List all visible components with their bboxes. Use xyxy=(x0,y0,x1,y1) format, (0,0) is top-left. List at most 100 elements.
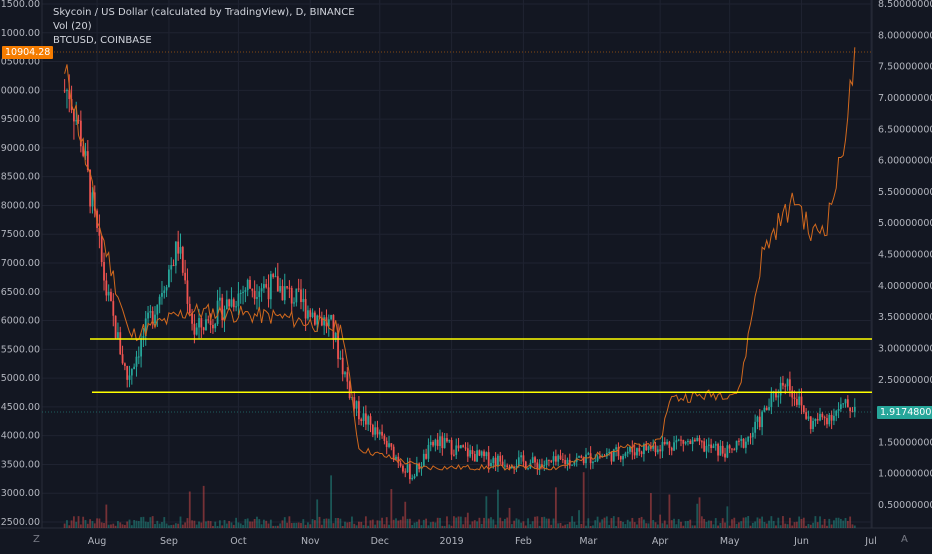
volume-bar xyxy=(110,524,112,528)
candle-body xyxy=(223,309,226,321)
candle-body xyxy=(404,471,407,473)
volume-bar xyxy=(93,523,96,528)
volume-bar xyxy=(503,518,506,528)
candle-body xyxy=(123,363,126,366)
candle-body xyxy=(756,416,759,422)
volume-bar xyxy=(174,523,177,528)
candle-body xyxy=(390,443,393,447)
volume-bar xyxy=(601,519,604,528)
volume-bar xyxy=(527,518,529,528)
volume-bar xyxy=(374,524,377,528)
candle-body xyxy=(383,435,386,441)
candle-body xyxy=(202,327,205,331)
volume-bar xyxy=(249,521,251,528)
volume-bar xyxy=(480,523,483,528)
volume-bar xyxy=(582,472,585,528)
candle-body xyxy=(346,372,349,382)
candle-body xyxy=(554,456,557,462)
candle-body xyxy=(714,444,717,446)
volume-bar xyxy=(654,522,657,528)
candle-body xyxy=(469,450,472,457)
candle-body xyxy=(353,397,356,409)
candle-body xyxy=(503,465,506,467)
volume-bar xyxy=(661,523,664,528)
candle-body xyxy=(320,317,323,326)
left-tick-label: 8500.00 xyxy=(1,172,40,183)
volume-bar xyxy=(795,521,798,528)
volume-bar xyxy=(719,522,722,528)
volume-bar xyxy=(677,519,680,528)
volume-bar xyxy=(844,517,847,528)
volume-bar xyxy=(337,517,339,528)
candle-body xyxy=(731,448,733,450)
volume-bar xyxy=(70,520,73,528)
volume-bar xyxy=(128,519,131,528)
right-tick-label: 2.50000000 xyxy=(878,375,932,386)
volume-bar xyxy=(656,524,659,528)
auto-scale-button[interactable]: A xyxy=(901,534,908,545)
candle-body xyxy=(344,372,346,375)
volume-bar xyxy=(228,521,231,528)
volume-bar xyxy=(323,518,326,528)
candle-body xyxy=(524,461,527,469)
volume-bar xyxy=(638,517,641,528)
volume-bar xyxy=(592,525,594,528)
candle-body xyxy=(837,409,840,411)
volume-bar xyxy=(103,523,105,528)
volume-bar xyxy=(457,516,460,528)
candle-body xyxy=(130,369,133,376)
volume-bar xyxy=(624,524,627,528)
candle-body xyxy=(256,297,258,299)
candle-body xyxy=(158,296,161,305)
candle-body xyxy=(367,416,370,425)
volume-bar xyxy=(429,522,432,528)
volume-bar xyxy=(283,517,286,528)
candle-body xyxy=(687,440,689,442)
candle-body xyxy=(179,247,182,254)
candle-body xyxy=(443,438,446,449)
volume-bar xyxy=(446,516,448,528)
left-tick-label: 4500.00 xyxy=(1,402,40,413)
candle-body xyxy=(79,120,82,147)
candle-body xyxy=(311,312,314,317)
volume-bar xyxy=(471,521,474,528)
volume-bar xyxy=(487,518,490,528)
candle-body xyxy=(561,459,564,461)
candle-body xyxy=(726,445,729,458)
candle-body xyxy=(758,416,761,428)
volume-bar xyxy=(84,519,87,528)
candle-body xyxy=(316,315,319,325)
volume-bar xyxy=(578,510,580,528)
candle-body xyxy=(738,440,740,442)
volume-bar xyxy=(117,521,119,528)
candle-body xyxy=(480,451,483,456)
left-tick-label: 11000.00 xyxy=(0,28,40,39)
zoom-corner-icon[interactable]: Z xyxy=(33,534,40,545)
candle-body xyxy=(163,290,166,294)
volume-bar xyxy=(436,517,439,528)
volume-bar xyxy=(279,523,282,528)
candle-body xyxy=(652,445,655,449)
candle-body xyxy=(107,291,110,296)
candle-body xyxy=(212,324,214,329)
volume-bar xyxy=(230,522,233,528)
candle-body xyxy=(707,444,710,446)
volume-bar xyxy=(663,520,666,528)
candle-body xyxy=(594,460,597,462)
candle-body xyxy=(327,319,330,327)
volume-bar xyxy=(448,524,451,528)
volume-bar xyxy=(390,489,393,528)
volume-bar xyxy=(332,523,335,528)
volume-bar xyxy=(91,521,94,528)
candle-body xyxy=(705,445,708,452)
volume-bar xyxy=(223,520,226,528)
candle-body xyxy=(422,453,425,467)
volume-bar xyxy=(311,519,314,528)
candle-body xyxy=(812,420,814,429)
candle-body xyxy=(770,393,773,408)
candle-body xyxy=(508,467,511,469)
left-price-tag: 10904.28 xyxy=(2,46,54,59)
candle-body xyxy=(228,299,231,307)
